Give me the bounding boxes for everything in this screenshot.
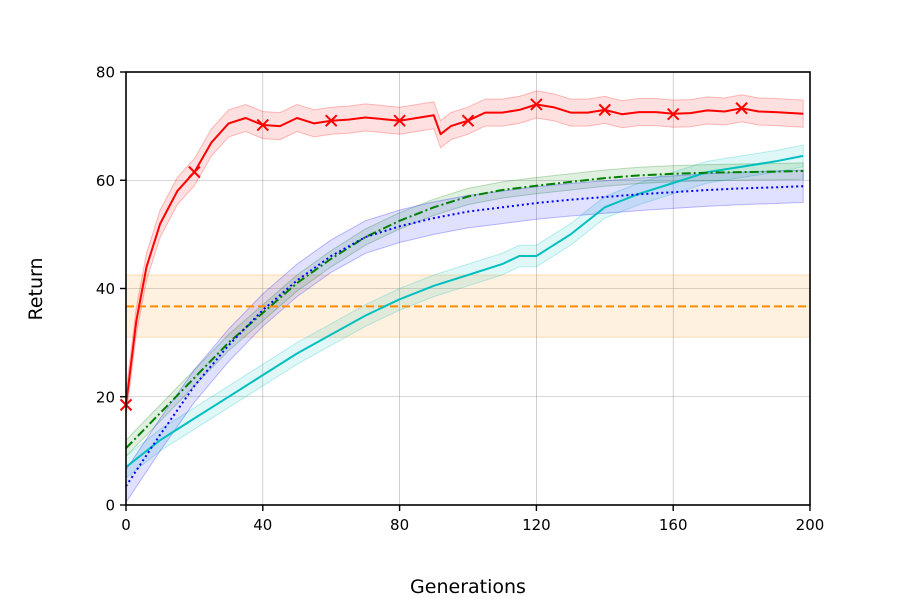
x-marker (530, 98, 543, 111)
error-band-red (125, 90, 804, 419)
y-tick-label: 20 (96, 388, 115, 406)
error-band-green (125, 162, 804, 458)
x-marker (735, 102, 748, 115)
x-axis-title: Generations (410, 576, 526, 598)
x-tick-label: 200 (796, 516, 825, 534)
y-axis-ticks: 0 20 40 60 80 (96, 64, 126, 515)
x-tick-label: 80 (390, 516, 409, 534)
x-tick-label: 40 (253, 516, 272, 534)
series-line-green (125, 170, 804, 449)
x-marker (256, 118, 270, 132)
x-axis-ticks: 0 40 80 120 160 200 (121, 505, 824, 534)
y-tick-label: 40 (96, 280, 115, 298)
x-marker (598, 103, 612, 117)
y-axis-title: Return (25, 257, 47, 320)
series-line-cyan (125, 154, 804, 468)
x-marker (393, 114, 406, 127)
y-tick-label: 80 (96, 64, 115, 82)
x-tick-label: 0 (121, 516, 131, 534)
series-line-red (125, 103, 804, 406)
error-band-blue (125, 169, 804, 504)
x-tick-label: 120 (522, 516, 551, 534)
series-line-blue (125, 185, 804, 487)
series-lines (125, 103, 810, 487)
x-marker (188, 165, 201, 179)
x-marker (461, 114, 475, 127)
x-marker (666, 108, 680, 121)
x-marker (324, 114, 338, 127)
error-band-cyan (125, 144, 804, 479)
y-tick-label: 0 (105, 497, 115, 515)
y-tick-label: 60 (96, 172, 115, 190)
x-tick-label: 160 (659, 516, 688, 534)
